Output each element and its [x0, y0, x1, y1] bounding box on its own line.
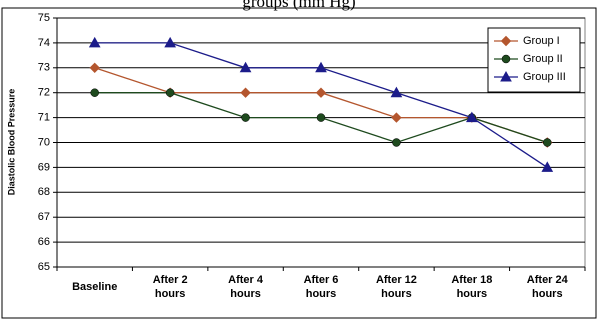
y-tick-label: 67 [38, 211, 50, 223]
data-point [239, 61, 252, 73]
y-tick-label: 71 [38, 112, 50, 124]
y-tick-label: 65 [38, 261, 50, 273]
data-point [165, 88, 175, 97]
y-tick-label: 70 [38, 136, 50, 148]
legend-label: Group II [523, 53, 563, 65]
data-point [241, 113, 250, 122]
data-point [541, 161, 554, 172]
data-point [164, 36, 176, 48]
y-tick-label: 72 [38, 87, 50, 99]
y-tick-label: 75 [38, 12, 50, 24]
data-point [90, 88, 99, 97]
y-tick-label: 73 [38, 62, 50, 74]
x-tick-label: Baseline [72, 281, 117, 293]
legend-label: Group III [523, 71, 566, 83]
data-point [240, 87, 251, 98]
chart-title: groups (mm Hg) [242, 0, 355, 11]
x-tick-label: After 2 hours [153, 274, 188, 300]
data-point [316, 113, 326, 122]
legend-label: Group I [523, 35, 560, 47]
data-point [89, 62, 100, 74]
y-axis-label: Diastolic Blood Pressure [6, 89, 16, 196]
legend-marker [500, 70, 512, 82]
y-tick-label: 68 [38, 186, 50, 198]
x-tick-label: After 12 hours [376, 274, 417, 300]
data-point [466, 111, 478, 123]
data-point [543, 138, 552, 147]
data-point [392, 138, 401, 147]
x-tick-label: After 18 hours [451, 274, 492, 300]
x-tick-label: After 6 hours [304, 274, 339, 300]
data-point [390, 86, 403, 98]
data-point [315, 87, 327, 98]
x-tick-label: After 4 hours [228, 274, 264, 300]
y-tick-label: 74 [38, 37, 50, 49]
data-point [391, 112, 402, 123]
data-point [88, 36, 101, 48]
legend-marker [501, 54, 511, 64]
legend-marker [500, 35, 512, 47]
x-tick-label: After 24 hours [527, 274, 569, 300]
y-tick-label: 66 [38, 236, 50, 248]
data-point [315, 61, 327, 73]
y-tick-label: 69 [38, 161, 50, 173]
